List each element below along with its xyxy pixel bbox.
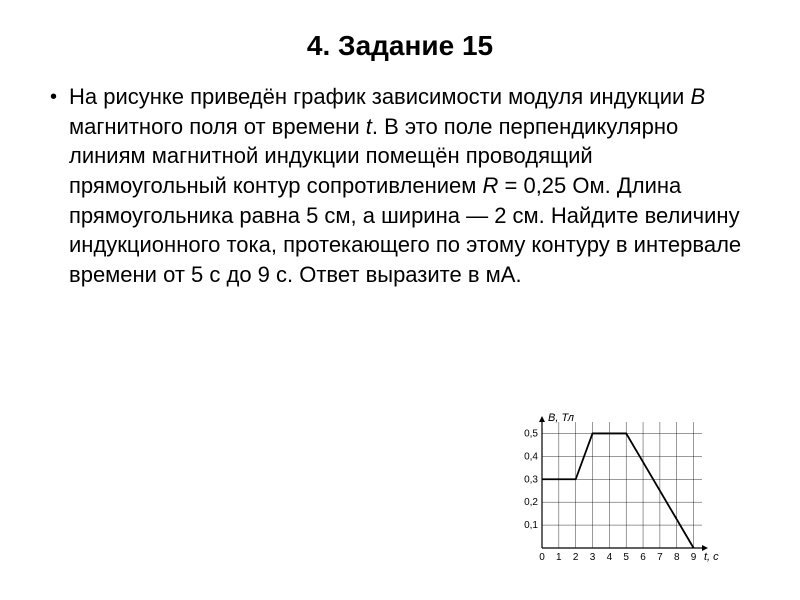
svg-text:1: 1 [556,552,562,563]
svg-text:0: 0 [539,552,545,563]
svg-text:0,5: 0,5 [524,428,538,439]
svg-text:0,2: 0,2 [524,497,538,508]
text-part-1: На рисунке приведён график зависимости м… [69,84,690,109]
svg-text:9: 9 [691,552,697,563]
svg-text:3: 3 [590,552,596,563]
induction-chart: 0123456789 0,1 0,2 0,3 0,4 0,5 B, Тл t, с [510,410,730,570]
svg-text:7: 7 [657,552,663,563]
problem-block: • На рисунке приведён график зависимости… [50,82,750,290]
svg-text:6: 6 [640,552,646,563]
svg-text:2: 2 [573,552,579,563]
slide-title: 4. Задание 15 [50,30,750,62]
var-r: R [483,173,499,198]
svg-text:0,4: 0,4 [524,451,538,462]
svg-text:B, Тл: B, Тл [548,412,574,424]
svg-text:8: 8 [674,552,680,563]
svg-text:4: 4 [607,552,613,563]
svg-text:5: 5 [623,552,629,563]
svg-text:0,1: 0,1 [524,520,538,531]
svg-text:t, с: t, с [704,551,719,563]
var-b: B [690,84,705,109]
text-part-2: магнитного поля от времени [69,114,366,139]
chart-container: 0123456789 0,1 0,2 0,3 0,4 0,5 B, Тл t, с [510,410,730,575]
bullet-marker: • [50,86,57,109]
problem-text: На рисунке приведён график зависимости м… [69,82,750,290]
svg-text:0,3: 0,3 [524,474,538,485]
